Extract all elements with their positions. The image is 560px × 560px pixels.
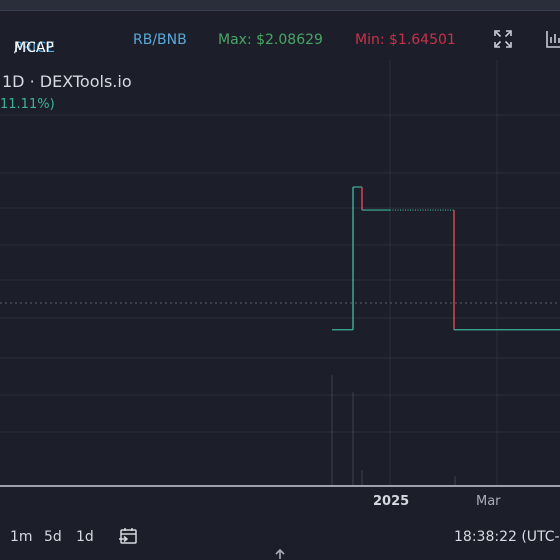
chart-header: PRICE / MCAP RB/BNB Max: $2.08629 Min: $1.… [0,24,560,56]
chart-type-button[interactable] [544,28,560,50]
min-price: Min: $1.64501 [355,32,456,48]
timeframe-5d-button[interactable]: 5d [44,529,62,545]
timeframe-1d-button[interactable]: 1d [76,529,94,545]
x-axis-label-2025: 2025 [373,494,410,509]
chart-grid [0,60,560,487]
top-strip [0,0,560,11]
mcap-label[interactable]: MCAP [14,40,54,56]
toggle-separator: / [14,40,19,56]
price-chart[interactable] [0,60,560,490]
fullscreen-icon [494,30,512,48]
price-series [331,186,560,485]
utc-clock[interactable]: 18:38:22 (UTC- [454,529,560,545]
x-axis-label-mar: Mar [476,494,501,509]
calendar-goto-icon [119,528,137,544]
goto-date-button[interactable] [118,526,138,546]
price-label[interactable]: PRICE [14,40,55,56]
max-price: Max: $2.08629 [218,32,323,48]
timeframe-1m-button[interactable]: 1m [10,529,33,545]
chart-title: 1D · DEXTools.io [2,72,132,91]
fullscreen-button[interactable] [492,28,514,50]
pair-label[interactable]: RB/BNB [133,32,187,48]
price-change: 11.11%) [0,97,55,112]
chevron-up-icon[interactable] [274,548,286,560]
timeframe-bar: 1m 5d 1d 18:38:22 (UTC- [0,522,560,552]
chart-type-icon [546,31,560,48]
